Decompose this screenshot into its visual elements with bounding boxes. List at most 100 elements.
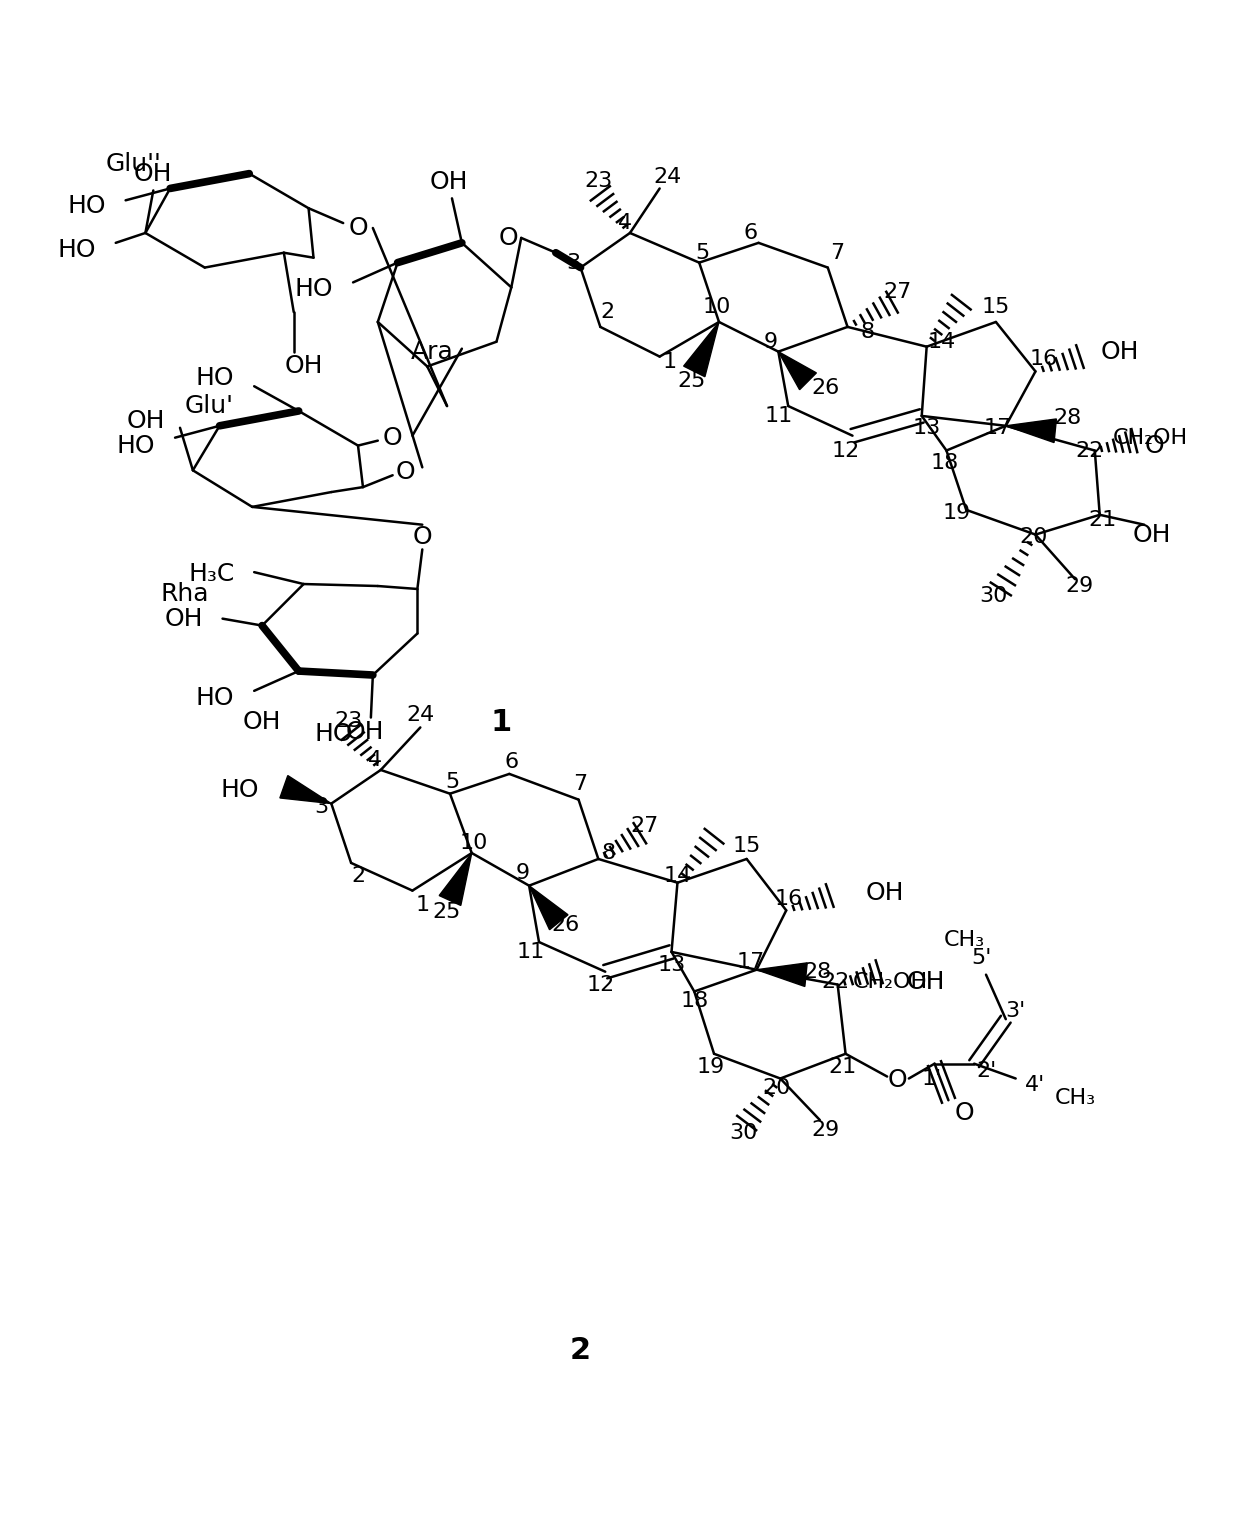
- Text: 5: 5: [695, 242, 709, 262]
- Text: OH: OH: [284, 354, 323, 378]
- Text: CH₃: CH₃: [944, 930, 984, 950]
- Text: 23: 23: [585, 170, 612, 190]
- Text: O: O: [348, 216, 368, 241]
- Text: 2': 2': [975, 1060, 996, 1080]
- Text: 5: 5: [445, 772, 459, 792]
- Text: 6: 6: [744, 224, 758, 244]
- Text: 12: 12: [586, 974, 615, 994]
- Text: OH: OH: [430, 170, 469, 193]
- Text: 25: 25: [678, 371, 705, 391]
- Text: 9: 9: [763, 332, 778, 352]
- Text: 18: 18: [680, 991, 709, 1011]
- Text: 16: 16: [774, 889, 802, 908]
- Text: CH₂OH: CH₂OH: [1112, 427, 1188, 447]
- Text: O: O: [383, 426, 402, 450]
- Text: 13: 13: [657, 954, 685, 974]
- Text: Rha: Rha: [160, 582, 209, 607]
- Polygon shape: [778, 352, 816, 389]
- Text: 23: 23: [334, 711, 362, 731]
- Text: OH: OH: [346, 720, 385, 745]
- Text: O: O: [954, 1102, 974, 1124]
- Text: CH₂OH: CH₂OH: [852, 971, 928, 991]
- Text: 15: 15: [733, 836, 760, 856]
- Text: Glu'': Glu'': [106, 152, 162, 176]
- Text: 18: 18: [930, 453, 959, 473]
- Text: 5': 5': [970, 948, 992, 968]
- Text: 22: 22: [1076, 441, 1104, 461]
- Text: OH: OH: [134, 161, 172, 185]
- Text: 6: 6: [504, 752, 518, 772]
- Text: OH: OH: [1100, 340, 1139, 363]
- Polygon shape: [1006, 418, 1056, 443]
- Text: OH: OH: [127, 409, 165, 434]
- Text: 28: 28: [803, 962, 832, 982]
- Text: 19: 19: [943, 502, 970, 522]
- Text: 4: 4: [368, 751, 382, 771]
- Text: 2: 2: [600, 302, 615, 322]
- Text: HO: HO: [314, 723, 352, 746]
- Text: 29: 29: [812, 1120, 840, 1140]
- Text: 28: 28: [1053, 408, 1081, 427]
- Text: O: O: [396, 460, 415, 484]
- Text: HO: HO: [196, 686, 234, 709]
- Text: HO: HO: [117, 434, 156, 458]
- Text: 22: 22: [822, 971, 850, 991]
- Text: 11: 11: [517, 942, 546, 962]
- Text: 2: 2: [569, 1336, 591, 1365]
- Text: 21: 21: [828, 1057, 857, 1077]
- Text: Ara: Ara: [411, 340, 454, 363]
- Text: OH: OH: [906, 970, 945, 994]
- Text: 12: 12: [831, 441, 860, 461]
- Text: 14: 14: [928, 332, 955, 352]
- Text: HO: HO: [295, 277, 333, 302]
- Text: OH: OH: [1133, 522, 1172, 547]
- Text: 17: 17: [984, 418, 1012, 438]
- Text: 20: 20: [762, 1079, 791, 1098]
- Text: 24: 24: [406, 705, 435, 725]
- Text: 4: 4: [618, 213, 632, 233]
- Text: 1: 1: [490, 708, 512, 737]
- Text: 19: 19: [696, 1057, 725, 1077]
- Text: OH: OH: [865, 881, 904, 904]
- Text: O: O: [499, 225, 518, 250]
- Text: 10: 10: [703, 297, 732, 317]
- Polygon shape: [529, 885, 568, 930]
- Text: 29: 29: [1066, 576, 1094, 596]
- Text: 30: 30: [729, 1123, 758, 1143]
- Polygon shape: [280, 775, 332, 804]
- Text: 7: 7: [573, 774, 587, 794]
- Text: Glu': Glu': [185, 394, 234, 418]
- Text: 26: 26: [552, 915, 579, 935]
- Text: 25: 25: [432, 902, 461, 922]
- Text: 8: 8: [860, 322, 875, 342]
- Text: 13: 13: [913, 418, 940, 438]
- Text: O: O: [1144, 434, 1164, 458]
- Text: 3: 3: [314, 797, 328, 817]
- Text: 30: 30: [979, 585, 1008, 605]
- Text: 16: 16: [1029, 349, 1057, 369]
- Text: 1': 1': [921, 1068, 941, 1089]
- Text: 27: 27: [882, 282, 911, 302]
- Text: O: O: [412, 524, 432, 548]
- Text: 1: 1: [662, 351, 676, 372]
- Text: CH₃: CH₃: [1055, 1088, 1096, 1108]
- Text: 15: 15: [982, 297, 1011, 317]
- Text: OH: OH: [165, 607, 202, 631]
- Text: 2: 2: [351, 866, 365, 885]
- Text: 20: 20: [1019, 527, 1047, 547]
- Text: 8: 8: [601, 843, 615, 863]
- Polygon shape: [439, 853, 471, 905]
- Text: 1: 1: [415, 895, 430, 916]
- Text: 3': 3': [1006, 1002, 1026, 1022]
- Text: HO: HO: [196, 366, 234, 391]
- Text: 3: 3: [567, 253, 581, 273]
- Text: 17: 17: [737, 951, 764, 971]
- Text: 26: 26: [812, 378, 840, 398]
- Text: 27: 27: [631, 817, 659, 836]
- Text: 14: 14: [664, 866, 691, 885]
- Text: HO: HO: [68, 195, 106, 218]
- Text: H₃C: H₃C: [189, 562, 234, 587]
- Text: 21: 21: [1089, 510, 1116, 530]
- Text: HO: HO: [221, 778, 259, 801]
- Text: 4': 4': [1026, 1075, 1046, 1095]
